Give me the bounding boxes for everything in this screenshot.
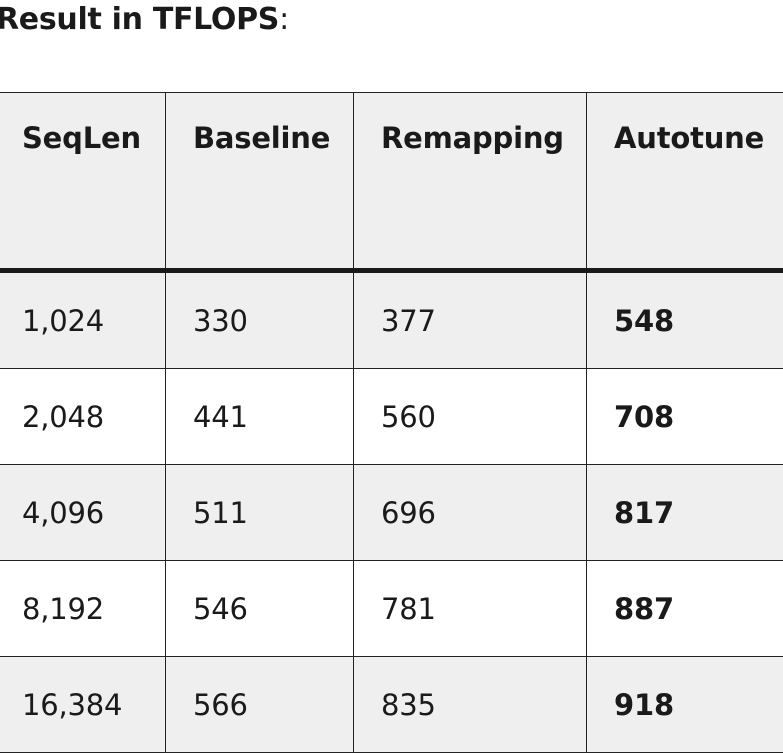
cell-remapping: 696 bbox=[353, 464, 587, 561]
cell-baseline: 511 bbox=[165, 464, 354, 561]
cell-baseline: 546 bbox=[165, 560, 354, 657]
header-seqlen: SeqLen bbox=[0, 92, 166, 273]
cell-seqlen: 8,192 bbox=[0, 560, 166, 657]
header-baseline: Baseline bbox=[165, 92, 354, 273]
cell-autotune: 918 bbox=[586, 656, 783, 753]
table-row: 2,048 441 560 708 bbox=[0, 368, 783, 465]
cell-seqlen: 16,384 bbox=[0, 656, 166, 753]
cell-autotune: 817 bbox=[586, 464, 783, 561]
title-colon: : bbox=[279, 2, 289, 37]
table-row: 8,192 546 781 887 bbox=[0, 560, 783, 657]
table-row: 1,024 330 377 548 bbox=[0, 270, 783, 369]
title-text: Result in TFLOPS bbox=[0, 2, 280, 37]
results-table: SeqLen Baseline Remapping Autotune 1,024… bbox=[0, 92, 783, 753]
cell-baseline: 441 bbox=[165, 368, 354, 465]
cell-seqlen: 1,024 bbox=[0, 270, 166, 369]
cell-baseline: 330 bbox=[165, 270, 354, 369]
cell-remapping: 781 bbox=[353, 560, 587, 657]
cell-seqlen: 2,048 bbox=[0, 368, 166, 465]
header-remapping: Remapping bbox=[353, 92, 587, 273]
cell-remapping: 560 bbox=[353, 368, 587, 465]
header-autotune: Autotune bbox=[586, 92, 783, 273]
table-row: 16,384 566 835 918 bbox=[0, 656, 783, 753]
cell-autotune: 548 bbox=[586, 270, 783, 369]
cell-autotune: 887 bbox=[586, 560, 783, 657]
section-title: Result in TFLOPS: bbox=[0, 2, 289, 38]
table-row: 4,096 511 696 817 bbox=[0, 464, 783, 561]
cell-remapping: 377 bbox=[353, 270, 587, 369]
cell-autotune: 708 bbox=[586, 368, 783, 465]
cell-remapping: 835 bbox=[353, 656, 587, 753]
header-row: SeqLen Baseline Remapping Autotune bbox=[0, 92, 783, 273]
cell-baseline: 566 bbox=[165, 656, 354, 753]
cell-seqlen: 4,096 bbox=[0, 464, 166, 561]
